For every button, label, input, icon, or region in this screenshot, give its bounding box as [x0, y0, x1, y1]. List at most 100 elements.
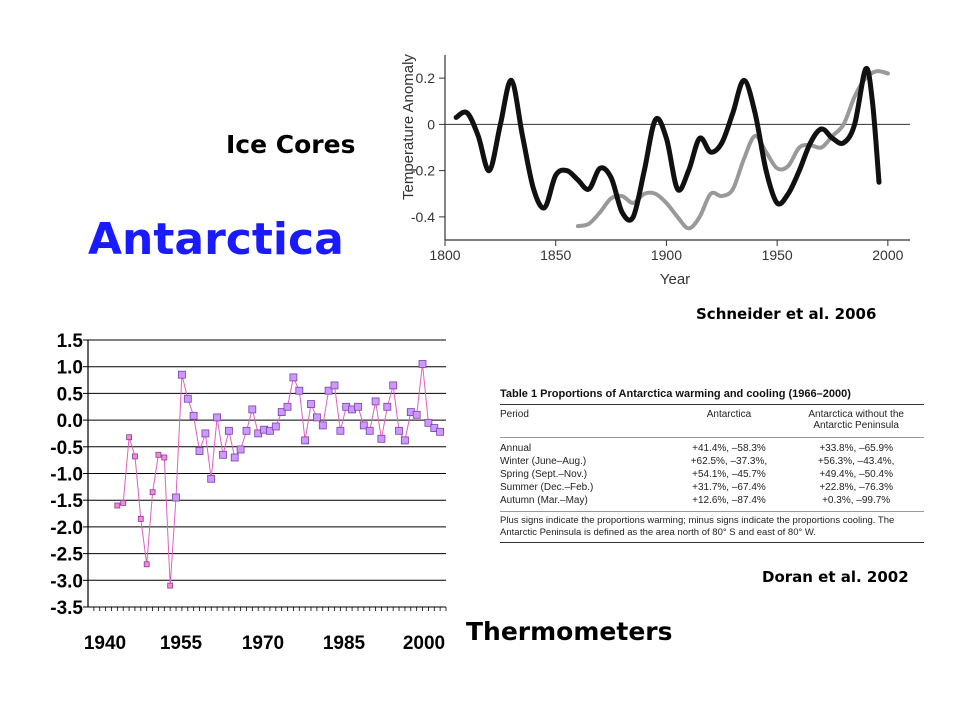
table-cell: Spring (Sept.–Nov.)	[500, 469, 588, 480]
table-cell: +31.7%, –67.4%	[692, 482, 766, 493]
thermo-point	[201, 429, 210, 438]
thermo-point	[395, 426, 403, 435]
thermo-y-tick-label: -3.0	[50, 571, 83, 592]
ice-series-grey	[575, 69, 890, 231]
thermo-point	[400, 436, 409, 445]
thermo-point	[365, 426, 374, 435]
table-cell: +33.8%, –65.9%	[819, 443, 893, 454]
thermo-point	[143, 561, 150, 568]
thermo-point	[312, 413, 321, 422]
thermo-x-tick-label: 1970	[242, 633, 284, 654]
thermo-point	[412, 410, 421, 419]
thermo-point	[336, 426, 345, 435]
ice-xlabel: Year	[660, 271, 690, 288]
thermo-point	[189, 411, 198, 420]
thermo-point	[137, 515, 144, 522]
ice-series-black	[453, 65, 882, 223]
table-cell: Annual	[500, 443, 532, 454]
thermo-point	[377, 434, 386, 443]
thermo-y-tick-label: 1.0	[57, 358, 83, 379]
ice-ylabel: Temperature Anomaly (°C)	[400, 50, 417, 200]
table-cell: +49.4%, –50.4%	[819, 469, 893, 480]
ice-x-tick-label: 1900	[651, 247, 682, 263]
thermo-point	[330, 381, 339, 390]
thermo-point	[207, 474, 216, 483]
thermo-point	[424, 418, 433, 427]
thermo-point	[418, 360, 427, 368]
thermo-point	[389, 381, 398, 390]
thermo-point	[436, 427, 445, 436]
table-cell: +54.1%, –45.7%	[692, 469, 766, 480]
page-title: Antarctica	[88, 214, 344, 265]
thermo-point	[383, 402, 392, 411]
thermo-y-tick-label: 0.0	[57, 411, 83, 432]
thermo-point	[324, 386, 333, 395]
thermo-point	[236, 445, 245, 454]
thermo-point	[289, 373, 298, 382]
ice-core-chart: 1800 1850 1900 1950 2000 0.2 0 -0.2 -0.4 Tempera…	[400, 50, 910, 288]
table-cell: Winter (June–Aug.)	[500, 456, 587, 467]
thermo-point	[248, 405, 257, 414]
thermo-y-tick-label: -3.5	[50, 598, 83, 619]
table-header-period: Period	[500, 405, 670, 438]
table-header-antarctica: Antarctica	[669, 405, 789, 438]
table-title: Table 1 Proportions of Antarctica warmin…	[500, 388, 924, 405]
thermo-point	[172, 493, 180, 502]
thermo-y-tick-label: 1.5	[57, 331, 84, 352]
table-row: Autumn (Mar.–May) +12.6%, –87.4% +0.3%, …	[500, 494, 924, 512]
thermo-y-tick-label: -1.5	[50, 491, 83, 512]
doran-table: Table 1 Proportions of Antarctica warmin…	[500, 388, 924, 543]
table-row: Summer (Dec.–Feb.) +31.7%, –67.4% +22.8%…	[500, 481, 924, 494]
thermo-point	[271, 422, 280, 431]
table-cell: +56.3%, –43.4%,	[817, 456, 895, 467]
thermo-point	[183, 394, 192, 403]
thermo-y-tick-label: 0.5	[57, 384, 84, 405]
thermo-point	[132, 453, 138, 460]
table-row: Winter (June–Aug.) +62.5%, –37.3%, +56.3…	[500, 455, 924, 468]
ice-y-tick-label: 0.2	[416, 70, 436, 86]
citation-doran: Doran et al. 2002	[762, 568, 909, 586]
thermo-x-tick-label: 2000	[403, 633, 445, 654]
thermo-point	[177, 370, 186, 379]
thermo-y-tick-label: -2.0	[50, 518, 83, 539]
thermo-point	[126, 434, 132, 441]
thermo-point	[167, 582, 174, 589]
ice-x-tick-label: 1800	[429, 247, 460, 263]
table-header-no-peninsula: Antarctica without the Antarctic Peninsu…	[788, 405, 924, 438]
thermo-point	[224, 426, 233, 435]
table-row: Spring (Sept.–Nov.) +54.1%, –45.7% +49.4…	[500, 468, 924, 481]
thermo-point	[295, 386, 304, 395]
thermo-point	[155, 451, 162, 458]
ice-x-tick-label: 1950	[762, 247, 793, 263]
ice-x-tick-label: 2000	[872, 247, 903, 263]
ice-y-tick-label: 0	[427, 116, 435, 132]
thermo-point	[265, 426, 274, 435]
thermo-point	[213, 413, 222, 422]
thermo-point	[318, 421, 327, 430]
thermo-y-tick-label: -1.0	[50, 465, 83, 486]
thermo-point	[301, 436, 310, 445]
thermo-x-tick-label: 1985	[323, 633, 366, 654]
thermo-point	[195, 447, 204, 455]
citation-schneider: Schneider et al. 2006	[696, 305, 877, 323]
ice-x-tick-label: 1850	[540, 247, 571, 263]
thermo-point	[161, 454, 168, 461]
thermo-point	[114, 502, 121, 509]
thermo-point	[354, 402, 362, 411]
thermo-point	[149, 489, 156, 496]
thermo-x-tick-label: 1955	[160, 633, 203, 654]
table-cell: +41.4%, –58.3%	[692, 443, 766, 454]
thermo-series-line	[117, 363, 441, 586]
table-cell: +0.3%, –99.7%	[788, 494, 924, 512]
thermo-point	[371, 397, 380, 406]
table-cell: +12.6%, –87.4%	[669, 494, 789, 512]
thermo-y-tick-label: -2.5	[50, 545, 83, 566]
table-note: Plus signs indicate the proportions warm…	[500, 512, 924, 543]
table-cell: Autumn (Mar.–May)	[500, 494, 670, 512]
thermo-point	[277, 408, 286, 416]
thermo-x-tick-label: 1940	[84, 633, 126, 654]
thermometers-label: Thermometers	[466, 617, 673, 646]
table-cell: +22.8%, –76.3%	[819, 482, 893, 493]
thermo-point	[120, 499, 127, 506]
thermo-point	[283, 402, 292, 411]
